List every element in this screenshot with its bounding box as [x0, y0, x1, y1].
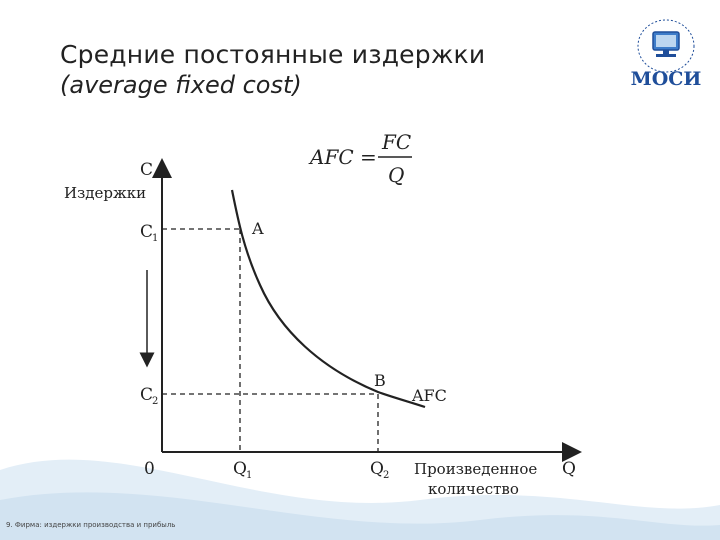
q1-label: Q 1 [233, 459, 252, 481]
slide-title: Средние постоянные издержки [60, 40, 486, 69]
svg-text:Q: Q [370, 459, 384, 479]
svg-text:C: C [140, 385, 153, 405]
y-axis-label: Издержки [64, 184, 146, 202]
origin-label: 0 [144, 459, 155, 479]
slide-subtitle: (average fixed cost) [60, 71, 302, 99]
c1-label: C 1 [140, 222, 158, 244]
formula-numerator: FC [381, 130, 411, 154]
afc-formula: AFC = FC Q [308, 130, 412, 187]
formula-denominator: Q [388, 163, 404, 187]
formula-lhs: AFC = [308, 145, 377, 169]
q2-label: Q 2 [370, 459, 389, 481]
slide-title-block: Средние постоянные издержки (average fix… [60, 40, 485, 99]
svg-text:1: 1 [246, 470, 252, 481]
logo-text: МОСИ [631, 68, 702, 90]
point-b-label: B [374, 371, 386, 390]
afc-curve-label: AFC [411, 386, 447, 405]
slide-footer: 9. Фирма: издержки производства и прибыл… [6, 521, 176, 529]
svg-text:2: 2 [152, 396, 158, 407]
svg-text:C: C [140, 222, 153, 242]
point-a-label: A [251, 219, 264, 238]
x-axis-label-line1: Произведенное [414, 460, 537, 478]
computer-globe-icon [637, 19, 695, 73]
svg-text:Q: Q [233, 459, 247, 479]
svg-text:2: 2 [383, 470, 389, 481]
afc-curve [230, 189, 426, 409]
svg-text:1: 1 [152, 233, 158, 244]
c2-label: C 2 [140, 385, 158, 407]
x-axis-letter: Q [562, 459, 576, 479]
x-axis-label-line2: количество [428, 480, 519, 498]
logo: МОСИ [631, 19, 702, 90]
y-axis-letter: C [140, 160, 153, 180]
